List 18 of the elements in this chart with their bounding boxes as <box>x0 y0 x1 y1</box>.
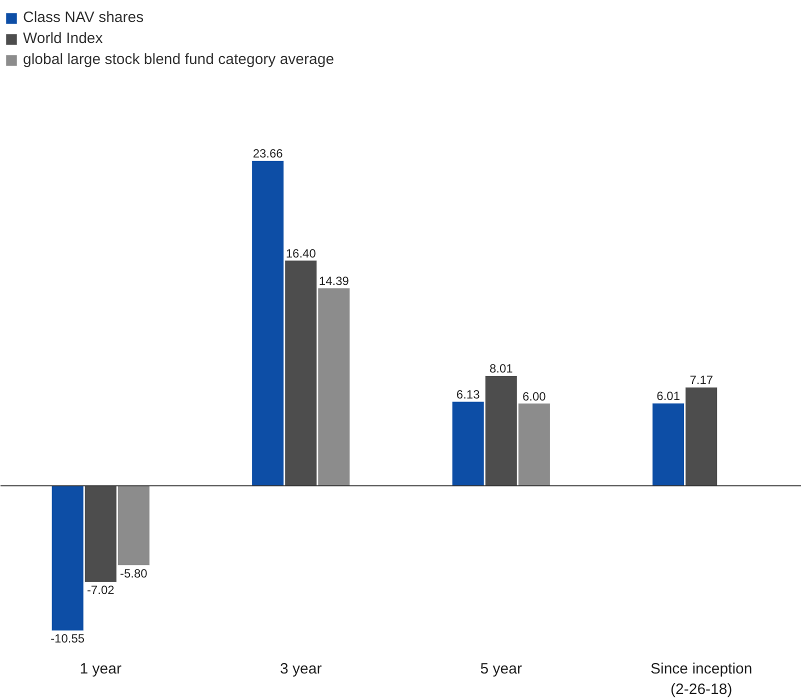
data-label: -7.02 <box>86 583 115 598</box>
data-label: 7.17 <box>690 373 714 388</box>
data-label: -10.55 <box>50 632 85 646</box>
legend-label: global large stock blend fund category average <box>23 51 334 68</box>
legend-label: Class NAV shares <box>23 9 144 26</box>
data-label: 8.01 <box>489 362 514 376</box>
data-label: 6.00 <box>522 389 546 404</box>
legend-label: World Index <box>23 30 103 47</box>
x-tick-label: 3 year <box>280 660 322 678</box>
data-label: -5.80 <box>120 566 148 580</box>
data-label: 16.40 <box>286 246 316 260</box>
data-label: 6.01 <box>656 389 680 404</box>
x-tick-label: 5 year <box>480 660 522 678</box>
data-label: 14.39 <box>318 274 350 288</box>
data-label: 23.66 <box>252 146 284 161</box>
x-tick-label: Since inception (2-26-18) <box>650 660 752 698</box>
x-tick-label: 1 year <box>80 660 122 678</box>
data-label: 6.13 <box>456 388 480 402</box>
